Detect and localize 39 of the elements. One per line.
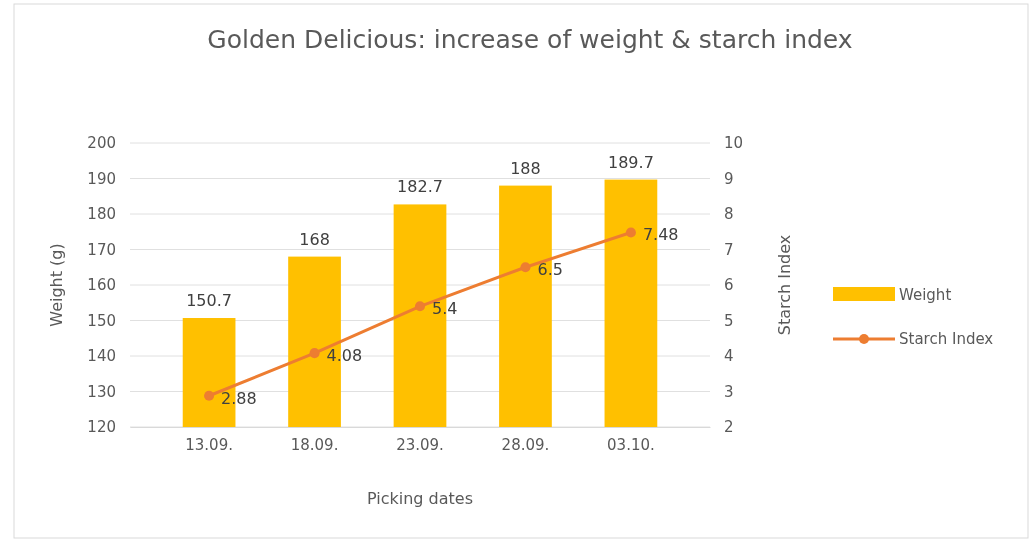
x-tick-label: 23.09. xyxy=(396,435,444,454)
y2-tick-label: 7 xyxy=(724,240,734,259)
data-label: 150.7 xyxy=(186,291,232,311)
y2-tick-label: 2 xyxy=(724,418,734,437)
x-tick-label: 28.09. xyxy=(501,435,550,454)
y2-axis-title: Starch Index xyxy=(775,234,794,336)
y-tick-label: 180 xyxy=(87,205,116,224)
y-axis-title: Weight (g) xyxy=(47,243,66,327)
x-tick-label: 18.09. xyxy=(290,435,339,454)
legend-label: Weight xyxy=(899,286,952,304)
y-tick-label: 200 xyxy=(87,134,116,153)
y-tick-label: 170 xyxy=(87,240,116,259)
y2-tick-label: 3 xyxy=(724,382,734,401)
y-tick-label: 120 xyxy=(87,418,116,437)
y2-tick-label: 8 xyxy=(724,205,734,224)
y-tick-label: 150 xyxy=(87,311,116,330)
data-label: 189.7 xyxy=(608,152,654,172)
y2-tick-label: 4 xyxy=(724,347,734,366)
point xyxy=(625,227,636,238)
y2-tick-label: 10 xyxy=(724,134,744,153)
y2-tick-label: 5 xyxy=(724,311,734,330)
point xyxy=(414,301,426,312)
legend-label: Starch Index xyxy=(899,330,994,348)
chart-title: Golden Delicious: increase of weight & starch index xyxy=(207,25,853,54)
data-label: 182.7 xyxy=(397,177,443,197)
y2-tick-label: 6 xyxy=(724,276,734,295)
y-tick-label: 190 xyxy=(87,169,116,188)
x-axis-title: Picking dates xyxy=(366,489,474,508)
x-tick-label: 13.09. xyxy=(185,435,233,454)
y2-tick-label: 9 xyxy=(724,169,734,188)
data-label: 168 xyxy=(299,229,330,249)
y-tick-label: 160 xyxy=(87,276,116,295)
point xyxy=(520,262,531,273)
point xyxy=(204,390,215,401)
data-label: 188 xyxy=(510,158,541,178)
y-tick-label: 130 xyxy=(87,382,116,401)
y-tick-label: 140 xyxy=(87,347,116,366)
x-tick-label: 03.10. xyxy=(607,435,655,454)
point xyxy=(309,348,320,359)
